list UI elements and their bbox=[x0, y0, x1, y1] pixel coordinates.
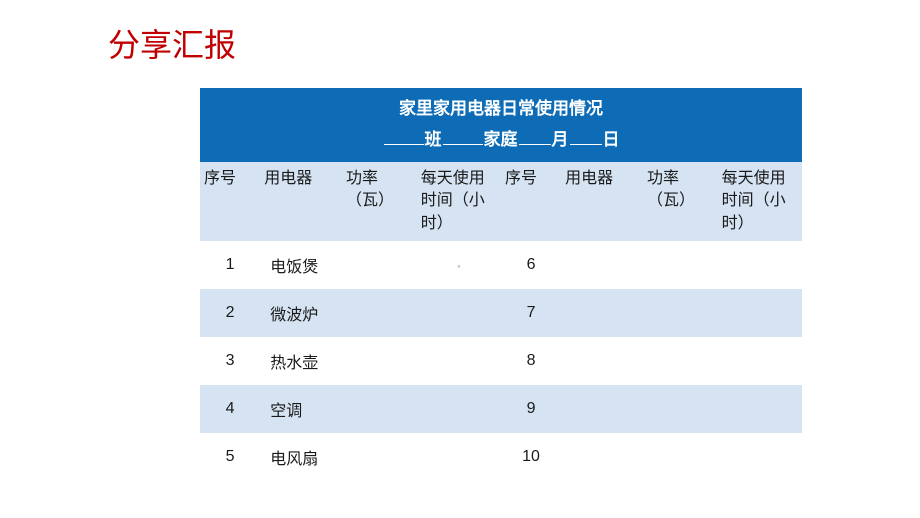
label-day: 日 bbox=[603, 130, 620, 149]
fill-blank-month bbox=[519, 128, 551, 145]
table-row: 4 空调 9 bbox=[200, 385, 802, 433]
col-header-power-right: 功率（瓦） bbox=[643, 162, 718, 241]
cell-appliance bbox=[561, 337, 643, 385]
cell-time bbox=[718, 337, 802, 385]
col-header-appliance-right: 用电器 bbox=[561, 162, 643, 241]
table-header-row: 家里家用电器日常使用情况 班 家庭 月 日 bbox=[200, 88, 802, 162]
cell-power bbox=[643, 241, 718, 289]
cell-seq: 3 bbox=[200, 337, 260, 385]
cell-power bbox=[342, 385, 417, 433]
cell-time bbox=[718, 241, 802, 289]
cell-seq: 6 bbox=[501, 241, 561, 289]
label-class: 班 bbox=[425, 130, 442, 149]
cell-power bbox=[643, 433, 718, 481]
cell-power bbox=[643, 337, 718, 385]
table-title-cell: 家里家用电器日常使用情况 班 家庭 月 日 bbox=[200, 88, 802, 162]
table-row: 3 热水壶 8 bbox=[200, 337, 802, 385]
col-header-time-left: 每天使用时间（小时） bbox=[417, 162, 501, 241]
cell-power bbox=[643, 289, 718, 337]
appliance-table: 家里家用电器日常使用情况 班 家庭 月 日 序号 用电器 功率（瓦） 每天使用时间（小… bbox=[200, 88, 802, 481]
col-header-power-left: 功率（瓦） bbox=[342, 162, 417, 241]
fill-blank-class bbox=[384, 128, 424, 145]
cell-time bbox=[718, 433, 802, 481]
marker-icon: ▫ bbox=[457, 262, 460, 271]
cell-time bbox=[417, 385, 501, 433]
col-header-seq-right: 序号 bbox=[501, 162, 561, 241]
cell-seq: 5 bbox=[200, 433, 260, 481]
cell-time bbox=[718, 289, 802, 337]
table-fill-line: 班 家庭 月 日 bbox=[204, 119, 798, 156]
cell-appliance bbox=[561, 241, 643, 289]
cell-seq: 1 bbox=[200, 241, 260, 289]
cell-time bbox=[417, 433, 501, 481]
cell-appliance: 空调 bbox=[260, 385, 342, 433]
col-header-appliance-left: 用电器 bbox=[260, 162, 342, 241]
cell-seq: 4 bbox=[200, 385, 260, 433]
cell-time bbox=[417, 337, 501, 385]
cell-appliance: 电风扇 bbox=[260, 433, 342, 481]
fill-blank-day bbox=[570, 128, 602, 145]
cell-time bbox=[417, 289, 501, 337]
cell-appliance: 微波炉 bbox=[260, 289, 342, 337]
cell-power bbox=[342, 241, 417, 289]
cell-seq: 2 bbox=[200, 289, 260, 337]
cell-power bbox=[342, 289, 417, 337]
cell-time bbox=[718, 385, 802, 433]
table-row: 1 电饭煲 ▫ 6 bbox=[200, 241, 802, 289]
label-month: 月 bbox=[552, 130, 569, 149]
fill-blank-family bbox=[443, 128, 483, 145]
cell-power bbox=[342, 337, 417, 385]
table-title: 家里家用电器日常使用情况 bbox=[204, 94, 798, 119]
cell-power bbox=[643, 385, 718, 433]
col-header-time-right: 每天使用时间（小时） bbox=[718, 162, 802, 241]
cell-appliance bbox=[561, 385, 643, 433]
table-row: 5 电风扇 10 bbox=[200, 433, 802, 481]
cell-appliance bbox=[561, 289, 643, 337]
cell-seq: 7 bbox=[501, 289, 561, 337]
cell-seq: 9 bbox=[501, 385, 561, 433]
slide-title: 分享汇报 bbox=[108, 20, 236, 66]
column-header-row: 序号 用电器 功率（瓦） 每天使用时间（小时） 序号 用电器 功率（瓦） 每天使… bbox=[200, 162, 802, 241]
col-header-seq-left: 序号 bbox=[200, 162, 260, 241]
appliance-table-container: 家里家用电器日常使用情况 班 家庭 月 日 序号 用电器 功率（瓦） 每天使用时间（小… bbox=[200, 88, 802, 481]
cell-appliance: 电饭煲 bbox=[260, 241, 342, 289]
cell-appliance: 热水壶 bbox=[260, 337, 342, 385]
cell-time: ▫ bbox=[417, 241, 501, 289]
cell-seq: 8 bbox=[501, 337, 561, 385]
cell-power bbox=[342, 433, 417, 481]
cell-appliance bbox=[561, 433, 643, 481]
cell-seq: 10 bbox=[501, 433, 561, 481]
label-family: 家庭 bbox=[484, 130, 518, 149]
table-row: 2 微波炉 7 bbox=[200, 289, 802, 337]
